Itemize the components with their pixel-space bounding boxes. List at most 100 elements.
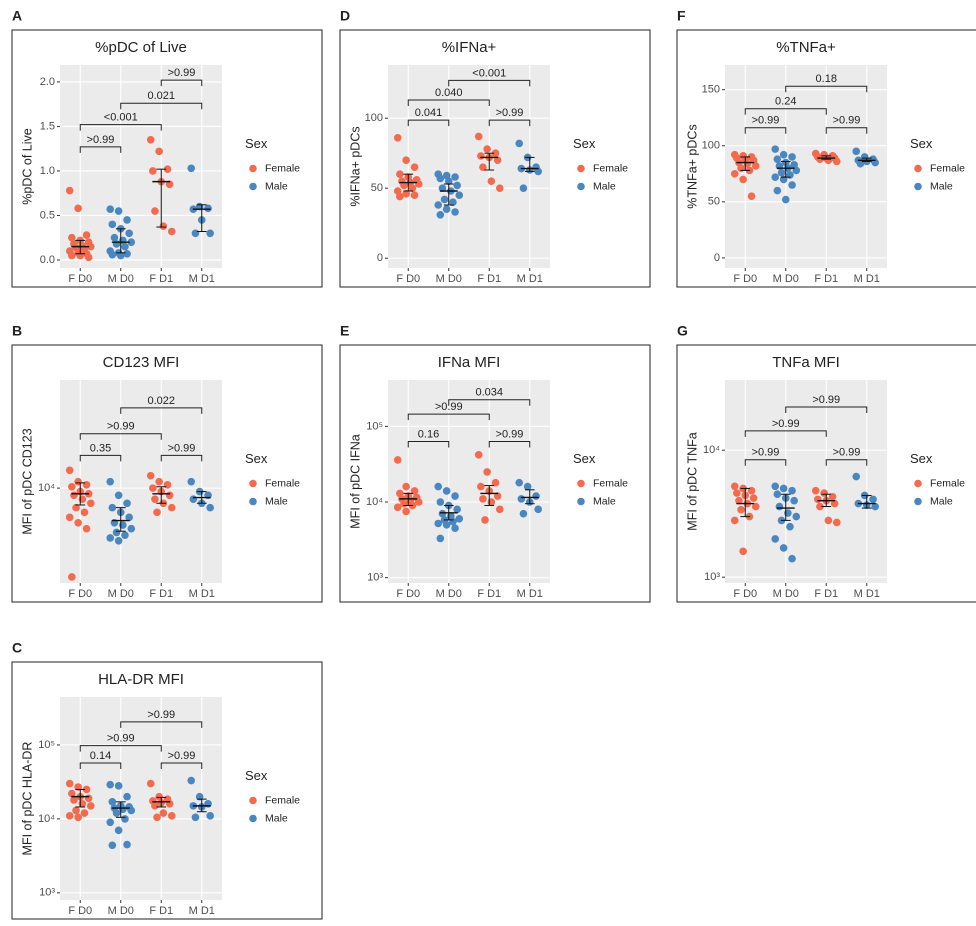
x-tick-label: M D1 [189,588,215,600]
data-point [393,503,402,512]
data-point [487,177,496,185]
data-point [127,238,136,246]
data-point [393,134,402,142]
y-tick-label: 100 [702,140,720,152]
plot-background [60,380,222,583]
data-point [786,522,794,531]
data-point [773,155,782,164]
significance-bracket [79,146,122,153]
legend-title: Sex [910,136,933,151]
panel-letter: D [340,8,350,24]
data-point [86,242,95,251]
p-value-label: 0.35 [90,442,111,454]
data-point [68,251,76,260]
data-point [82,785,91,794]
chart-title: IFNa MFI [438,354,501,371]
data-point [74,813,82,822]
panel: E IFNa MFI 10³ 10⁴ 10⁵ F D0 M D0 F D1 M D1 MFI of… [339,323,651,603]
p-value-label: >0.99 [752,447,780,459]
data-point [167,503,176,512]
data-point [153,813,161,822]
p-value-label: >0.99 [168,442,196,454]
data-point [483,145,491,153]
x-tick-label: M D0 [436,588,462,600]
data-point [108,798,117,806]
data-point [434,201,443,209]
x-tick-label: M D0 [436,273,462,285]
y-tick-label: 0.0 [40,254,55,266]
x-tick-label: M D0 [108,588,134,600]
chart-title: CD123 MFI [103,354,180,371]
data-point [65,779,74,788]
data-point [790,496,798,505]
significance-bracket [79,762,122,769]
data-point [146,471,155,480]
chart-title: %TNFa+ [776,39,836,56]
legend-title: Sex [573,136,596,151]
data-point [434,519,443,528]
data-point [453,505,461,514]
data-point [788,153,796,161]
data-point [78,495,87,503]
data-point [402,156,410,164]
legend-label: Female [930,162,965,174]
data-point [436,211,445,219]
data-point [517,495,526,503]
data-point [474,132,483,141]
data-point [773,490,782,499]
data-point [159,222,168,230]
data-point [151,495,159,503]
data-point [481,516,489,524]
data-point [112,240,121,248]
data-point [814,495,822,504]
panel: D %IFNa+ 0 50 100 F D0 M D0 F D1 M D1 %IFNa+ pDCs… [339,8,651,288]
data-point [74,783,82,791]
data-point [451,524,459,533]
significance-bracket [448,79,531,87]
data-point [189,495,198,503]
p-value-label: 0.18 [816,73,837,85]
chart-title: %IFNa+ [442,39,497,56]
x-tick-label: F D0 [68,588,92,600]
panel-letter: C [12,640,22,656]
y-tick-label: 10⁵ [366,420,383,432]
data-point [396,170,404,178]
data-point [393,456,402,464]
data-point [436,498,445,506]
data-point [747,192,756,201]
legend-title: Sex [245,768,268,783]
data-point [830,499,839,508]
p-value-label: >0.99 [833,447,861,459]
data-point [788,181,796,189]
data-point [451,208,459,216]
data-point [779,544,788,552]
data-point [108,220,117,229]
data-point [743,159,752,168]
data-point [65,812,74,820]
data-point [440,195,449,204]
p-value-label: <0.001 [104,112,138,124]
x-tick-label: M D1 [854,588,880,600]
x-tick-label: F D0 [396,273,420,285]
y-tick-label: 100 [365,112,383,124]
data-point [106,780,115,789]
data-point [114,826,123,835]
data-point [119,521,127,529]
data-point [442,520,451,529]
significance-bracket [407,441,450,448]
data-point [82,231,91,239]
x-tick-label: M D0 [773,588,799,600]
data-point [781,195,790,204]
data-point [751,502,760,511]
data-point [739,175,747,184]
x-tick-label: M D0 [773,273,799,285]
significance-bracket [79,454,122,462]
legend-swatch [577,182,585,191]
data-point [165,491,174,500]
significance-bracket [160,762,203,769]
data-point [149,167,157,175]
chart-title: HLA-DR MFI [98,671,184,688]
data-point [159,809,168,817]
data-point [206,503,214,512]
legend-swatch [249,479,257,488]
